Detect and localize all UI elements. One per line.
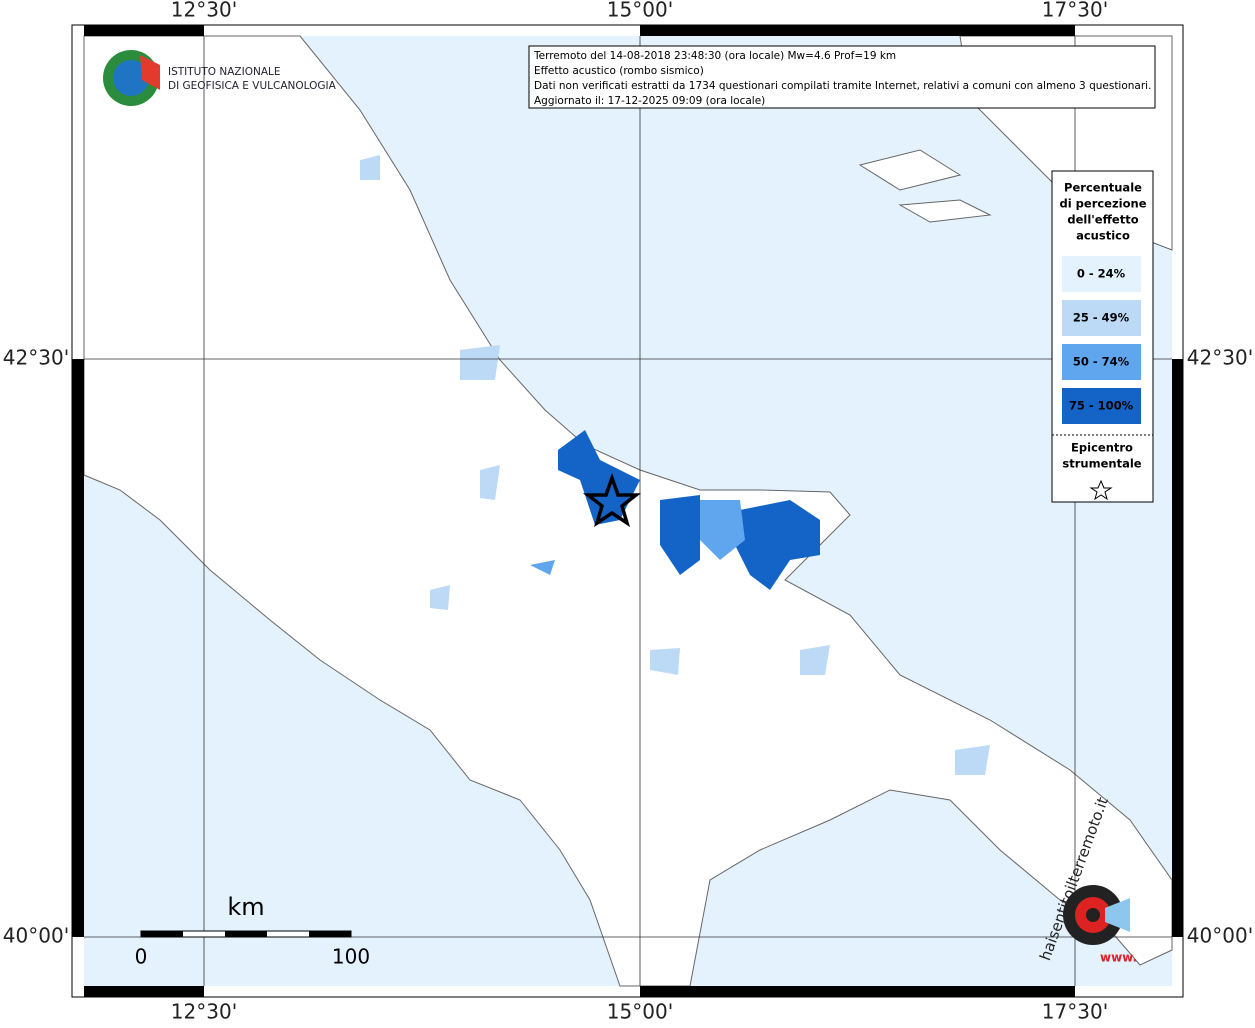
- legend-title: Percentuale: [1064, 181, 1142, 195]
- scale-segment: [309, 931, 351, 937]
- logo-text: DI GEOFISICA E VULCANOLOGIA: [168, 80, 337, 92]
- scale-label: 100: [332, 945, 370, 969]
- logo: ISTITUTO NAZIONALE DI GEOFISICA E VULCAN…: [103, 50, 337, 106]
- lat-label: 42°30': [1187, 346, 1253, 370]
- watermark-prefix: www.: [1100, 951, 1137, 965]
- scale-bar: km 0 100: [135, 893, 370, 969]
- area-mid: [530, 500, 745, 575]
- logo-mark: [140, 55, 160, 90]
- scale-unit: km: [227, 893, 264, 921]
- legend: Percentuale di percezione dell'effetto acus…: [1059, 181, 1146, 471]
- scale-label: 0: [135, 945, 148, 969]
- lon-label: 12°30': [171, 1000, 237, 1024]
- logo-globe: [113, 60, 149, 96]
- lat-label: 40°00': [1187, 924, 1253, 948]
- lat-label: 42°30': [3, 346, 69, 370]
- legend-swatch: [1062, 256, 1141, 292]
- header-line: Dati non verificati estratti da 1734 que…: [534, 80, 1151, 92]
- legend-label: 75 - 100%: [1069, 399, 1134, 413]
- felt-areas: [360, 155, 990, 775]
- area-low: [360, 155, 990, 775]
- header-line: Effetto acustico (rombo sismico): [534, 65, 704, 77]
- legend-label: 0 - 24%: [1077, 267, 1126, 281]
- legend-swatch: [1062, 300, 1141, 336]
- header-line: Terremoto del 14-08-2018 23:48:30 (ora l…: [533, 50, 896, 62]
- lat-label: 40°00': [3, 924, 69, 948]
- legend-star: [1089, 479, 1113, 501]
- lon-label: 15°00': [607, 0, 673, 22]
- legend-swatch: [1062, 388, 1141, 424]
- lon-label: 17°30': [1042, 1000, 1108, 1024]
- islands: [858, 149, 992, 223]
- legend-label: 25 - 49%: [1073, 311, 1130, 325]
- frame-bands: [72, 25, 1183, 997]
- area-high: [558, 430, 640, 525]
- header: Terremoto del 14-08-2018 23:48:30 (ora l…: [533, 50, 1151, 107]
- header-line: Aggiornato il: 17-12-2025 09:09 (ora loc…: [534, 95, 765, 107]
- scale-segment: [225, 931, 267, 937]
- watermark-icon: [1105, 898, 1130, 932]
- scale-segment: [141, 931, 183, 937]
- legend-label: 50 - 74%: [1073, 355, 1130, 369]
- lon-label: 17°30': [1042, 0, 1108, 22]
- legend-title: di percezione: [1059, 197, 1146, 211]
- header-box: [528, 45, 1156, 109]
- legend-title: acustico: [1076, 229, 1130, 243]
- band: [84, 986, 204, 997]
- band: [1172, 359, 1183, 937]
- legend-title: dell'effetto: [1067, 213, 1138, 227]
- land: [83, 35, 1173, 987]
- band: [640, 986, 1075, 997]
- band: [640, 25, 1075, 36]
- watermark-icon: [1086, 908, 1100, 922]
- lon-label: 12°30': [171, 0, 237, 22]
- band: [72, 359, 84, 937]
- logo-text: ISTITUTO NAZIONALE: [168, 66, 281, 78]
- legend-box: [1051, 170, 1154, 503]
- legend-swatch: [1062, 344, 1141, 380]
- legend-epicenter: strumentale: [1062, 457, 1141, 471]
- lon-label: 15°00': [607, 1000, 673, 1024]
- epicenter: [582, 472, 642, 528]
- legend-epicenter: Epicentro: [1071, 441, 1133, 455]
- band: [84, 25, 204, 36]
